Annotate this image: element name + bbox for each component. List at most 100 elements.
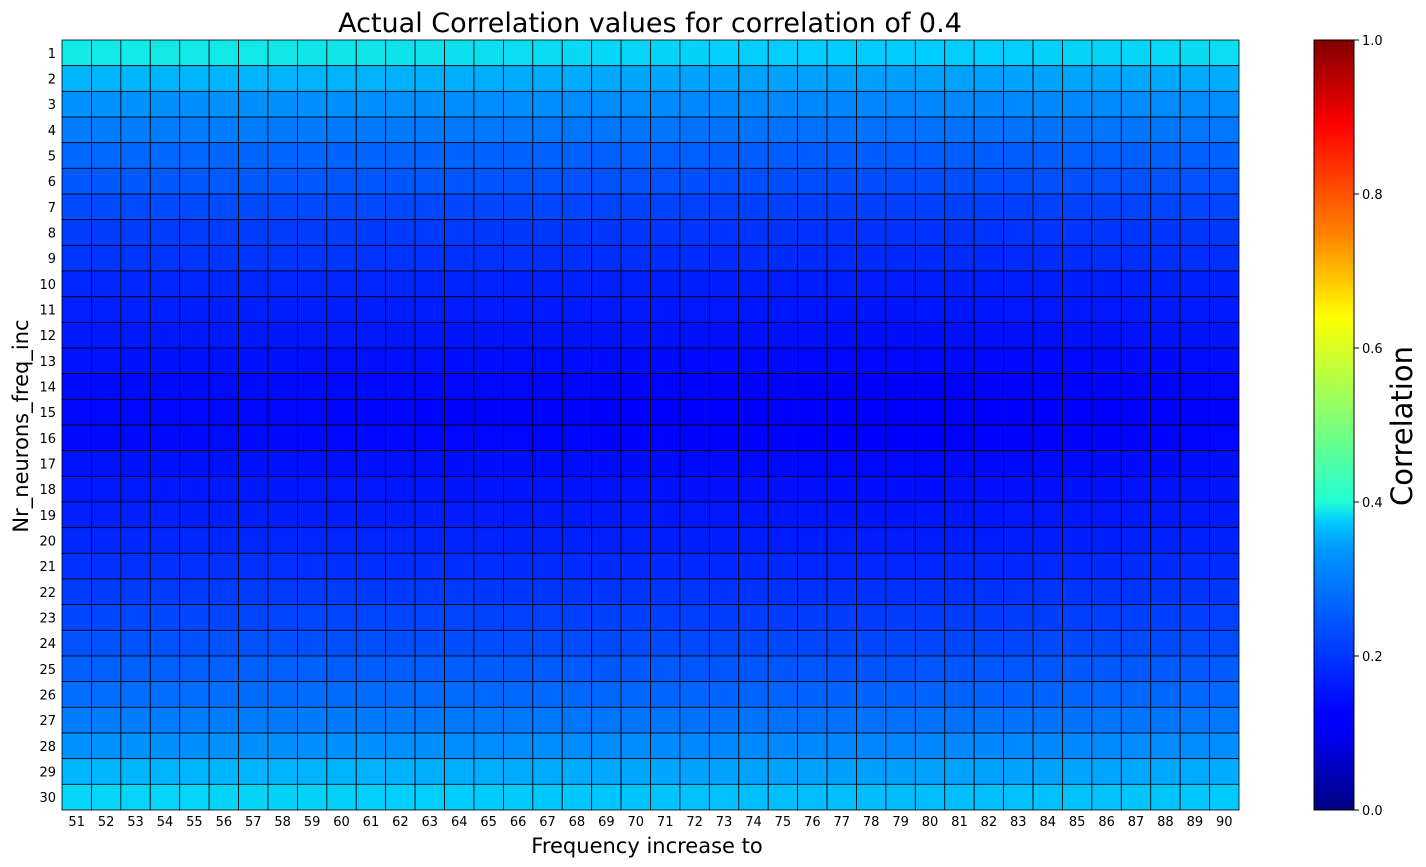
x-tick-label: 69 [598,815,615,830]
heatmap-cell [355,193,387,221]
heatmap-cell [1209,142,1240,169]
heatmap-cell [532,424,563,452]
heatmap-cell [1150,655,1181,683]
heatmap-cell [1120,321,1152,349]
heatmap-cell [238,167,269,195]
heatmap-cell [797,65,828,92]
heatmap-cell [738,681,769,708]
heatmap-cell [502,732,534,760]
heatmap-cell [973,167,1005,195]
heatmap-cell [1003,244,1034,272]
heatmap-cell [1209,193,1240,221]
heatmap-cell [444,321,475,349]
heatmap-cell [1179,116,1210,144]
heatmap-cell [238,142,269,169]
heatmap-cell [502,475,534,503]
heatmap-cell [885,347,916,375]
heatmap-cell [61,398,92,426]
heatmap-cell [914,424,946,452]
heatmap-cell [1091,578,1122,606]
heatmap-cell [1209,39,1240,67]
heatmap-cell [473,167,504,195]
heatmap-cell [973,116,1005,144]
heatmap-cell [1120,90,1152,118]
heatmap-cell [708,296,740,323]
heatmap-cell [385,732,416,760]
heatmap-cell [91,270,122,298]
heatmap-cell [1091,116,1122,144]
heatmap-cell [444,167,475,195]
heatmap-cell [208,783,239,811]
colorbar-tick-label: 0.4 [1362,496,1383,511]
heatmap-cell [1179,552,1210,580]
heatmap-cell [179,142,210,169]
heatmap-cell [856,604,887,631]
heatmap-cell [620,424,651,452]
heatmap-cell [1032,783,1063,811]
heatmap-cell [267,347,298,375]
heatmap-cell [767,398,799,426]
heatmap-cell [650,501,681,529]
colorbar-tick-label: 0.0 [1362,804,1383,819]
heatmap-cell [238,65,269,92]
heatmap-cell [414,424,445,452]
heatmap-cells [61,39,1240,811]
heatmap-cell [1091,193,1122,221]
heatmap-cell [1032,681,1063,708]
heatmap-cell [444,347,475,375]
heatmap-cell [444,681,475,708]
heatmap-cell [179,296,210,323]
heatmap-cell [679,90,710,118]
heatmap-cell [91,501,122,529]
heatmap-cell [826,629,857,657]
heatmap-cell [591,758,622,785]
heatmap-cell [532,732,563,760]
heatmap-cell [326,706,357,734]
heatmap-cell [650,167,681,195]
heatmap-cell [1120,783,1152,811]
heatmap-cell [267,398,298,426]
heatmap-cell [473,321,504,349]
heatmap-cell [179,578,210,606]
heatmap-cell [797,758,828,785]
heatmap-cell [444,706,475,734]
heatmap-cell [1150,90,1181,118]
heatmap-cell [738,373,769,400]
heatmap-cell [473,758,504,785]
heatmap-cell [914,90,946,118]
heatmap-cell [91,142,122,169]
heatmap-cell [1209,604,1240,631]
y-tick-label: 4 [48,124,56,139]
heatmap-cell [738,116,769,144]
heatmap-cell [826,475,857,503]
heatmap-cell [767,270,799,298]
y-tick-label: 8 [48,227,56,242]
heatmap-cell [414,193,445,221]
heatmap-cell [296,142,328,169]
heatmap-cell [149,450,181,477]
heatmap-cell [1120,604,1152,631]
heatmap-cell [797,296,828,323]
heatmap-cell [856,732,887,760]
heatmap-cell [1209,629,1240,657]
y-tick-label: 17 [39,458,56,473]
x-tick-label: 83 [1010,815,1027,830]
heatmap-cell [708,167,740,195]
heatmap-cell [1209,321,1240,349]
heatmap-cell [561,193,593,221]
heatmap-cell [355,501,387,529]
heatmap-cell [856,39,887,67]
heatmap-cell [91,193,122,221]
heatmap-cell [620,244,651,272]
heatmap-cell [267,629,298,657]
x-tick-label: 51 [68,815,85,830]
heatmap-cell [856,167,887,195]
heatmap-cell [1209,270,1240,298]
heatmap-cell [296,398,328,426]
y-tick-label: 29 [39,766,56,781]
heatmap-cell [414,604,445,631]
heatmap-cell [91,373,122,400]
heatmap-cell [1003,167,1034,195]
heatmap-cell [561,90,593,118]
heatmap-cell [296,296,328,323]
